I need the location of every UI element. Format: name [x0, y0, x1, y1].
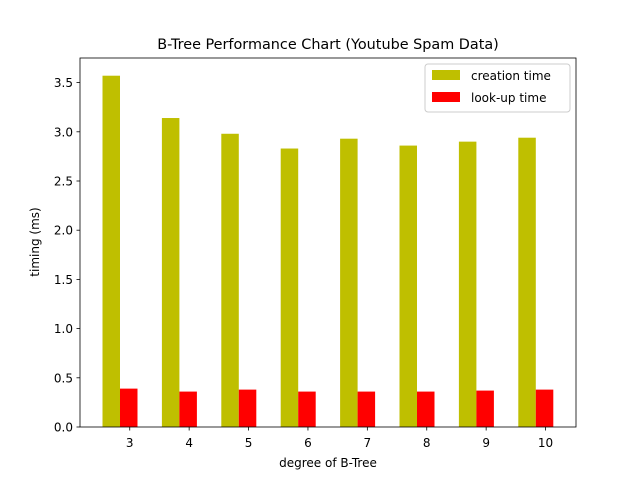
- chart-title: B-Tree Performance Chart (Youtube Spam D…: [157, 37, 499, 53]
- x-tick-label-7: 7: [364, 436, 372, 450]
- bar-look-up-time-7: [357, 391, 376, 427]
- legend: creation time look-up time: [424, 63, 571, 113]
- y-tick-label-3.5: 3.5: [54, 76, 73, 90]
- x-tick-label-8: 8: [423, 436, 431, 450]
- y-tick-label-1.0: 1.0: [54, 322, 73, 336]
- x-tick-label-10: 10: [538, 436, 553, 450]
- y-tick-label-1.5: 1.5: [54, 273, 73, 287]
- bar-creation-time-7: [340, 138, 358, 427]
- bar-creation-time-5: [221, 133, 239, 427]
- bar-look-up-time-10: [535, 389, 554, 427]
- y-tick-label-2.0: 2.0: [54, 224, 73, 238]
- y-axis-label: timing (ms): [28, 207, 42, 276]
- x-tick-label-4: 4: [185, 436, 193, 450]
- legend-swatch-look-up-time: [432, 92, 460, 102]
- bar-look-up-time-3: [120, 388, 138, 427]
- bar-creation-time-9: [458, 141, 477, 427]
- bar-creation-time-3: [102, 75, 120, 428]
- y-tick-label-0.0: 0.0: [54, 421, 73, 435]
- legend-swatch-creation-time: [432, 70, 460, 80]
- x-tick-label-9: 9: [482, 436, 490, 450]
- bars-layer: [102, 75, 554, 428]
- bar-look-up-time-5: [238, 389, 257, 427]
- bar-creation-time-6: [280, 148, 299, 427]
- x-tick-label-6: 6: [304, 436, 312, 450]
- legend-label-look-up-time: look-up time: [471, 91, 546, 105]
- bar-look-up-time-9: [476, 390, 494, 427]
- x-tick-label-5: 5: [245, 436, 253, 450]
- plot-frame: [79, 57, 577, 428]
- bar-creation-time-4: [161, 118, 180, 428]
- bar-creation-time-10: [518, 137, 536, 427]
- legend-box: [424, 63, 571, 113]
- y-tick-label-3.0: 3.0: [54, 125, 73, 139]
- y-axis: 0.0 0.5 1.0 1.5 2.0 2.5 3.0 3.5: [54, 76, 80, 435]
- bar-look-up-time-4: [179, 391, 197, 427]
- bar-creation-time-8: [399, 145, 417, 427]
- bar-look-up-time-6: [298, 391, 316, 427]
- x-tick-label-3: 3: [126, 436, 134, 450]
- y-tick-label-2.5: 2.5: [54, 175, 73, 189]
- legend-label-creation-time: creation time: [471, 69, 551, 83]
- y-tick-label-0.5: 0.5: [54, 371, 73, 385]
- x-axis: 3 4 5 6 7 8 9 10: [126, 427, 553, 450]
- bar-look-up-time-8: [417, 391, 435, 427]
- x-axis-label: degree of B-Tree: [279, 456, 377, 470]
